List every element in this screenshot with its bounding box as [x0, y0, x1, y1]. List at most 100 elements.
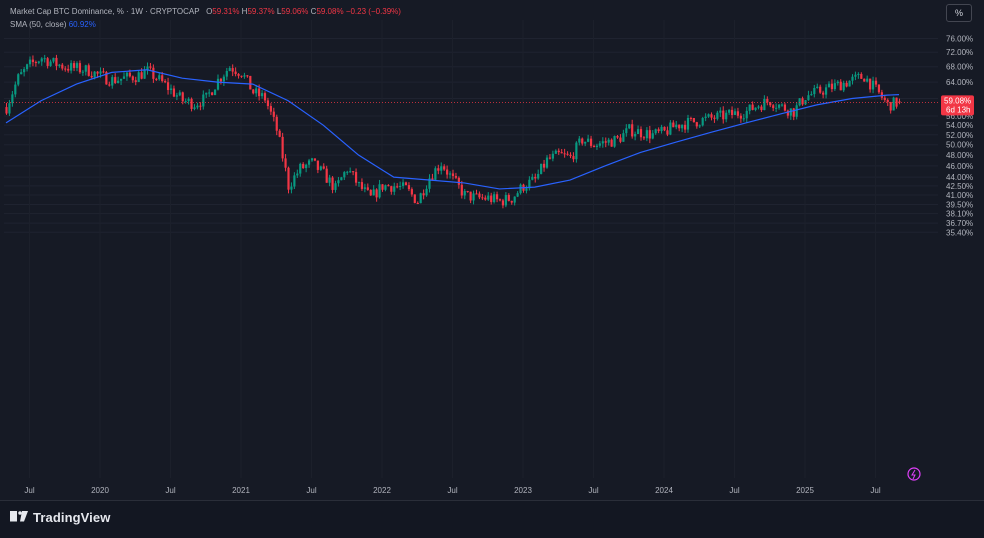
candle-body — [701, 118, 704, 126]
candle-body — [299, 163, 302, 174]
candle-body — [61, 64, 64, 69]
candle-body — [325, 168, 328, 183]
candle-body — [642, 137, 646, 139]
candle-body — [481, 197, 484, 199]
tradingview-logo-icon — [10, 510, 28, 521]
candle-body — [196, 105, 199, 108]
candle-body — [11, 94, 14, 104]
sma-label[interactable]: SMA (50, close) — [10, 20, 67, 29]
candle-body — [172, 88, 176, 97]
candle-body — [572, 156, 575, 160]
candle-body — [557, 150, 560, 153]
candle-body — [184, 101, 187, 103]
candle-body — [631, 124, 634, 137]
y-tick-label: 52.00% — [946, 131, 973, 140]
candle-body — [290, 186, 293, 190]
candle-body — [813, 88, 816, 95]
candles — [5, 54, 901, 209]
y-tick-label: 72.00% — [946, 48, 973, 57]
x-tick-label: Jul — [306, 486, 316, 495]
candle-body — [634, 133, 637, 137]
y-tick-label: 39.50% — [946, 200, 973, 209]
candle-body — [340, 177, 343, 181]
candle-body — [725, 112, 728, 120]
candle-body — [616, 136, 619, 138]
candle-body — [246, 75, 249, 77]
candle-body — [460, 184, 463, 196]
candle-body — [240, 75, 243, 77]
candle-body — [293, 175, 296, 187]
candle-body — [592, 145, 596, 148]
candle-body — [158, 75, 161, 80]
candle-body — [349, 171, 352, 173]
candle-body — [654, 129, 657, 134]
candle-body — [669, 122, 672, 135]
candle-body — [490, 195, 493, 203]
candle-body — [666, 130, 669, 135]
sma-line — [5, 69, 900, 190]
candle-body — [466, 191, 469, 193]
candle-body — [801, 98, 804, 105]
candle-body — [589, 138, 593, 146]
candle-body — [754, 107, 757, 110]
candle-body — [161, 75, 164, 82]
y-tick-label: 54.00% — [946, 121, 973, 130]
candle-body — [469, 191, 472, 201]
candle-body — [695, 122, 698, 127]
candle-body — [266, 100, 270, 107]
percent-scale-button[interactable]: % — [946, 4, 972, 22]
candle-body — [854, 74, 857, 77]
candle-body — [211, 92, 214, 96]
lightning-bolt-icon — [911, 469, 916, 480]
candle-body — [487, 195, 490, 200]
price-chart[interactable]: 76.00%72.00%68.00%64.00%60.00%56.00%54.0… — [0, 0, 984, 500]
candle-body — [566, 153, 569, 155]
tradingview-logo[interactable]: TradingView — [9, 510, 110, 525]
candle-body — [777, 104, 781, 108]
candle-body — [451, 173, 455, 177]
candle-body — [205, 92, 208, 95]
candle-body — [751, 104, 754, 110]
candle-body — [122, 76, 126, 79]
candle-body — [839, 81, 842, 91]
candle-body — [278, 130, 281, 137]
candle-body — [125, 72, 129, 77]
candle-body — [434, 168, 437, 180]
candle-body — [234, 71, 237, 74]
candle-body — [880, 92, 883, 98]
candle-body — [851, 76, 854, 81]
candle-body — [302, 163, 305, 169]
candle-body — [352, 171, 355, 173]
candle-body — [372, 189, 375, 196]
candle-body — [507, 195, 510, 201]
candle-body — [501, 200, 505, 206]
candle-body — [155, 78, 158, 80]
candle-body — [310, 158, 314, 161]
chart-area[interactable]: 76.00%72.00%68.00%64.00%60.00%56.00%54.0… — [0, 0, 984, 501]
change-value: −0.23 (−0.39%) — [345, 7, 401, 16]
candle-body — [816, 86, 819, 89]
candle-body — [722, 110, 725, 120]
candle-body — [783, 104, 787, 111]
y-tick-label: 56.00% — [946, 112, 973, 121]
candle-body — [357, 182, 361, 184]
y-tick-label: 68.00% — [946, 63, 973, 72]
candle-body — [425, 188, 428, 196]
candle-body — [43, 58, 46, 60]
candle-body — [760, 106, 763, 111]
lightning-icon[interactable] — [907, 467, 921, 481]
candle-body — [827, 83, 831, 88]
candle-body — [87, 65, 90, 76]
candle-body — [84, 65, 87, 72]
candle-body — [437, 168, 440, 171]
candle-body — [554, 150, 557, 154]
candle-body — [260, 93, 264, 97]
candle-body — [72, 63, 76, 68]
candle-body — [28, 59, 32, 65]
candle-body — [898, 101, 901, 103]
candle-body — [525, 188, 528, 191]
candle-body — [111, 77, 114, 86]
candle-body — [193, 107, 196, 109]
high-label: H — [241, 7, 248, 16]
candle-body — [551, 153, 554, 159]
